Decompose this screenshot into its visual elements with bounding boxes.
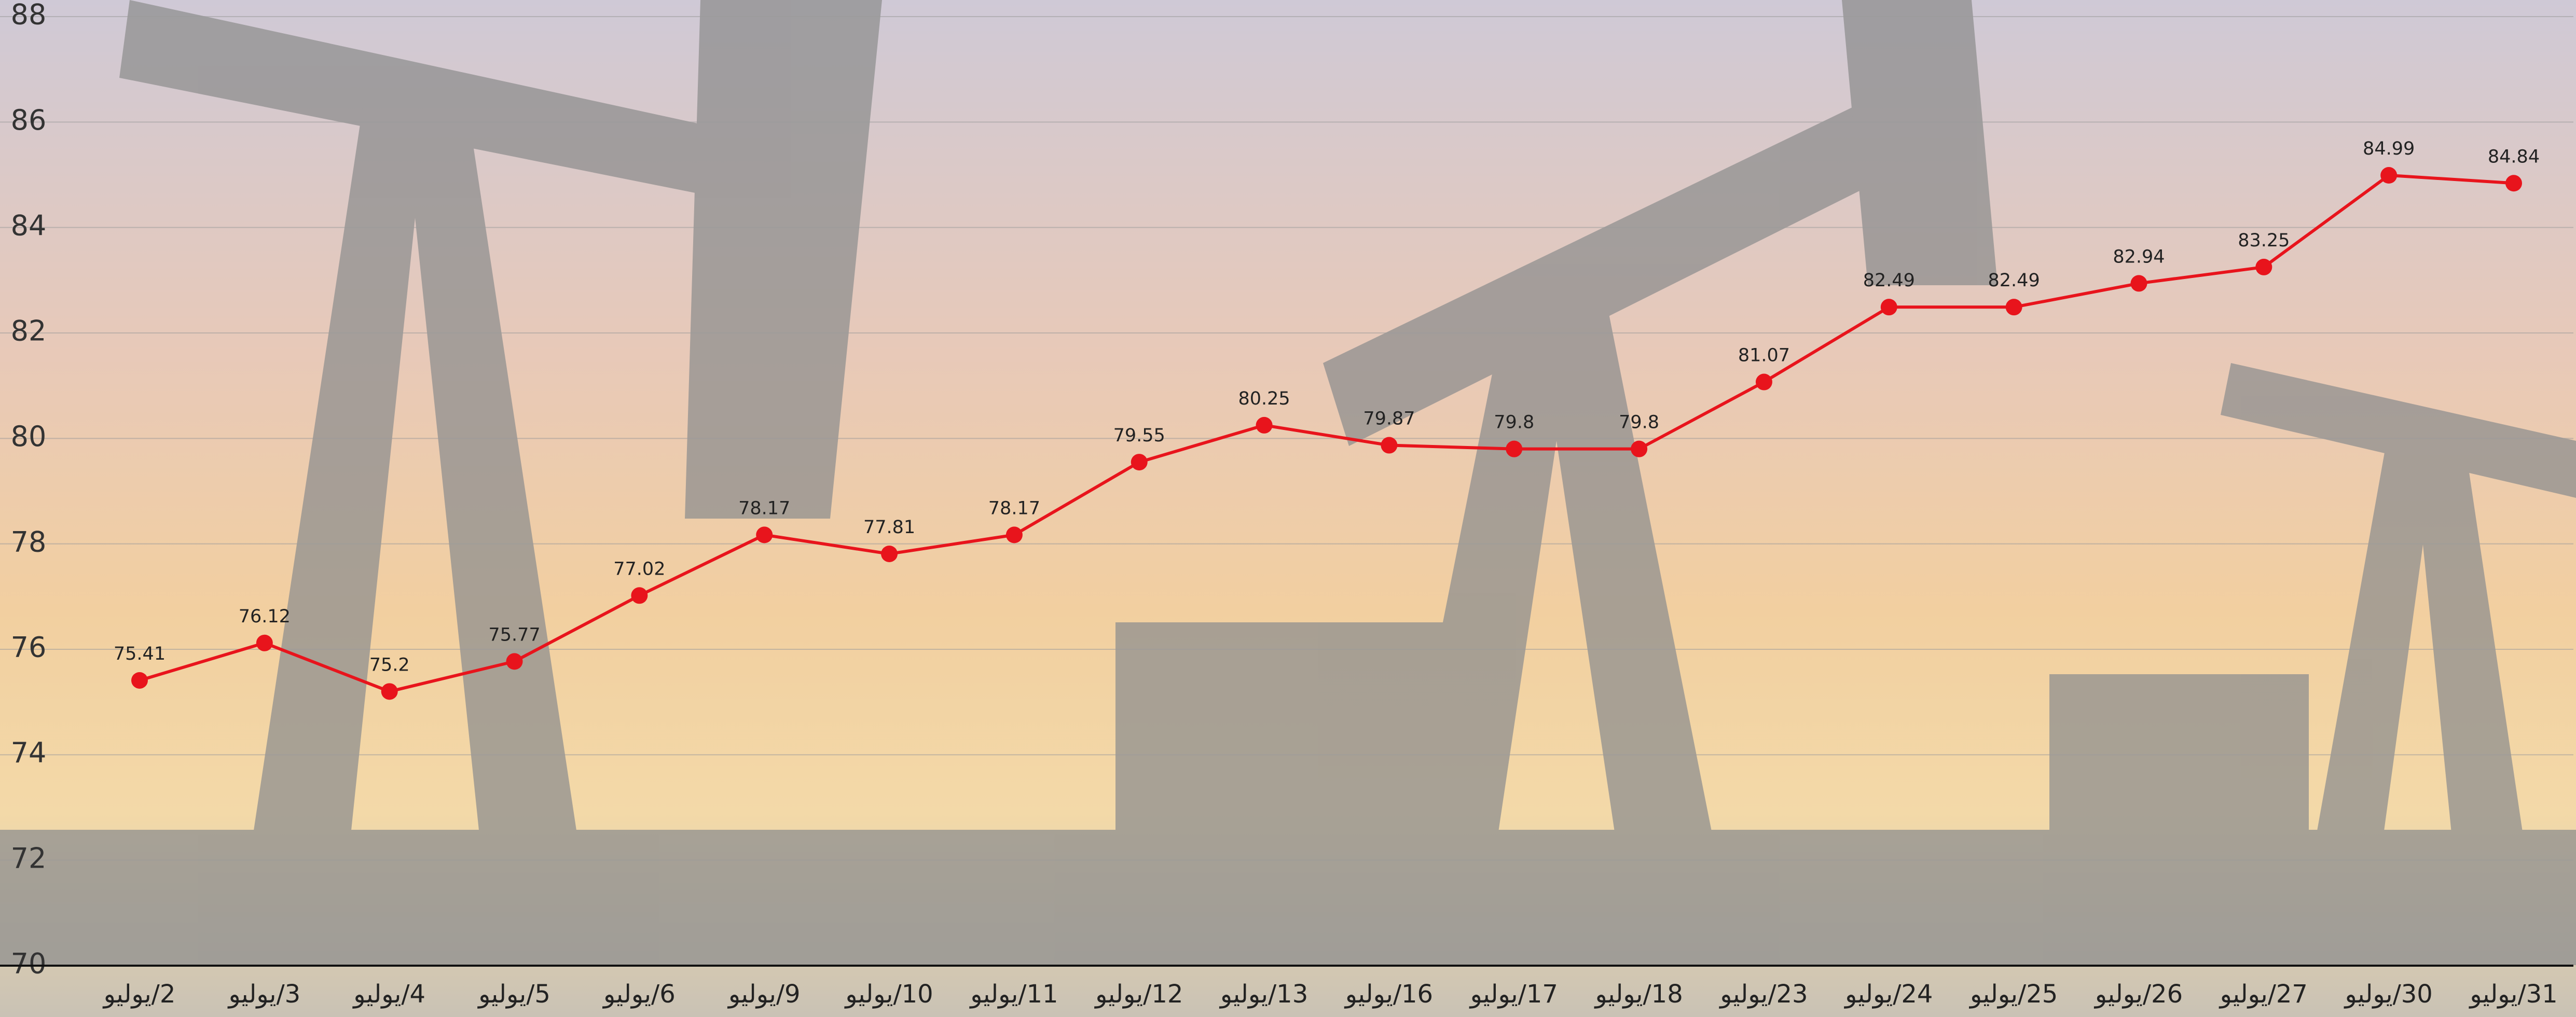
y-tick-label: 80 bbox=[11, 420, 47, 453]
point bbox=[2005, 299, 2022, 316]
x-tick-label: 27/يوليو bbox=[2219, 980, 2308, 1009]
y-tick-label: 72 bbox=[11, 842, 47, 874]
data-label: 75.2 bbox=[369, 654, 410, 675]
point bbox=[1381, 437, 1398, 454]
y-tick-label: 70 bbox=[11, 948, 47, 980]
data-label: 75.41 bbox=[114, 644, 166, 664]
point bbox=[1131, 454, 1148, 471]
point bbox=[1880, 299, 1897, 316]
point bbox=[381, 683, 398, 700]
point bbox=[2505, 175, 2522, 192]
data-label: 78.17 bbox=[988, 498, 1040, 519]
data-label: 77.81 bbox=[863, 517, 915, 538]
point bbox=[631, 587, 648, 604]
point bbox=[1506, 440, 1523, 457]
x-tick-label: 5/يوليو bbox=[477, 980, 550, 1009]
point bbox=[1631, 440, 1648, 457]
point bbox=[881, 545, 898, 562]
point bbox=[1256, 416, 1273, 434]
point bbox=[756, 526, 773, 544]
y-tick-label: 82 bbox=[11, 315, 47, 347]
point bbox=[506, 653, 523, 670]
x-tick-label: 3/يوليو bbox=[227, 980, 300, 1009]
data-label: 79.55 bbox=[1113, 425, 1165, 446]
point bbox=[2255, 258, 2272, 275]
data-label: 78.17 bbox=[738, 498, 790, 519]
point bbox=[1755, 373, 1772, 391]
data-label: 76.12 bbox=[239, 606, 291, 627]
y-tick-label: 86 bbox=[11, 104, 47, 136]
x-tick-label: 26/يوليو bbox=[2094, 980, 2183, 1009]
x-tick-label: 13/يوليو bbox=[1219, 980, 1308, 1009]
x-tick-label: 31/يوليو bbox=[2469, 980, 2557, 1009]
point bbox=[256, 634, 273, 651]
y-tick-label: 84 bbox=[11, 209, 47, 242]
x-tick-label: 24/يوليو bbox=[1844, 980, 1933, 1009]
data-label: 79.87 bbox=[1363, 409, 1415, 429]
data-label: 79.8 bbox=[1619, 412, 1659, 433]
y-tick-label: 88 bbox=[11, 0, 47, 31]
data-label: 79.8 bbox=[1494, 412, 1534, 433]
data-label: 84.84 bbox=[2488, 146, 2540, 167]
background-silhouettes bbox=[0, 0, 2576, 965]
y-tick-label: 76 bbox=[11, 631, 47, 664]
data-label: 75.77 bbox=[488, 624, 540, 645]
x-tick-label: 30/يوليو bbox=[2344, 980, 2433, 1009]
point bbox=[131, 672, 148, 689]
data-label: 83.25 bbox=[2238, 230, 2290, 251]
data-label: 77.02 bbox=[613, 559, 665, 579]
x-tick-label: 17/يوليو bbox=[1469, 980, 1558, 1009]
y-tick-label: 74 bbox=[11, 736, 47, 769]
point bbox=[2380, 167, 2398, 184]
data-label: 82.94 bbox=[2113, 246, 2165, 267]
data-label: 80.25 bbox=[1238, 388, 1290, 409]
data-label: 82.49 bbox=[1988, 270, 2040, 291]
data-label: 82.49 bbox=[1863, 270, 1915, 291]
x-tick-label: 4/يوليو bbox=[352, 980, 425, 1009]
point bbox=[2130, 275, 2147, 292]
x-tick-label: 25/يوليو bbox=[1969, 980, 2058, 1009]
y-tick-label: 78 bbox=[11, 525, 47, 558]
x-tick-label: 23/يوليو bbox=[1719, 980, 1808, 1009]
x-tick-label: 9/يوليو bbox=[727, 980, 801, 1009]
x-tick-label: 18/يوليو bbox=[1594, 980, 1683, 1009]
point bbox=[1005, 526, 1023, 544]
x-tick-label: 11/يوليو bbox=[969, 980, 1058, 1009]
data-label: 84.99 bbox=[2363, 138, 2415, 159]
x-tick-label: 2/يوليو bbox=[103, 980, 176, 1009]
x-tick-label: 6/يوليو bbox=[602, 980, 676, 1009]
line bbox=[139, 174, 2514, 693]
x-tick-label: 12/يوليو bbox=[1094, 980, 1183, 1009]
x-tick-label: 10/يوليو bbox=[844, 980, 933, 1009]
data-label: 81.07 bbox=[1738, 345, 1790, 366]
x-tick-label: 16/يوليو bbox=[1344, 980, 1433, 1009]
